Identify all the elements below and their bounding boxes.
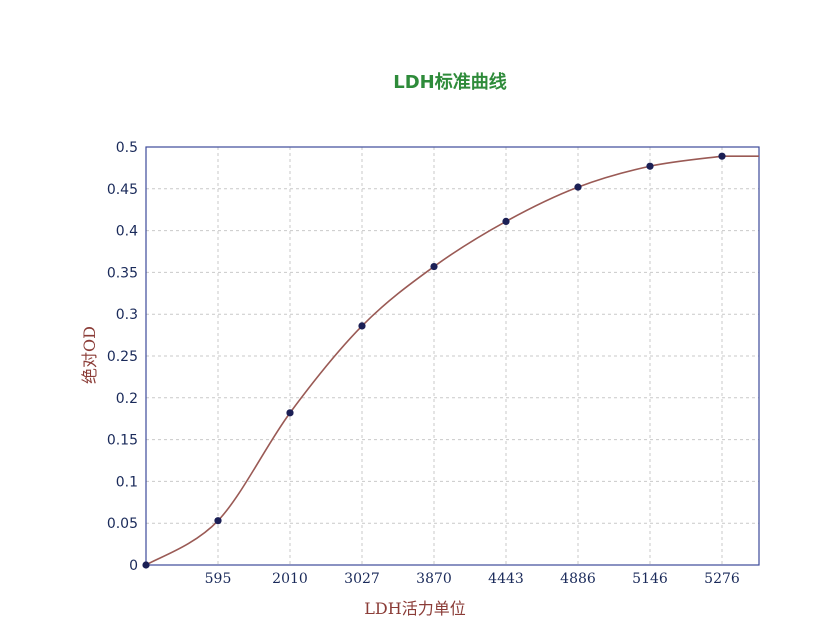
data-points-layer — [142, 152, 726, 569]
y-axis-label: 绝对OD — [80, 326, 99, 384]
y-tick-label: 0.15 — [107, 433, 138, 449]
y-tick-label: 0.45 — [107, 182, 138, 198]
grid-layer — [146, 147, 759, 565]
data-point — [430, 262, 438, 271]
y-tick-labels: 0 0.05 0.1 0.15 0.2 0.25 0.3 0.35 0.4 0.45 0.5 — [107, 140, 138, 574]
y-tick-label: 0.2 — [116, 391, 138, 407]
y-tick-label: 0.25 — [107, 349, 138, 365]
x-tick-labels: 595 2010 3027 3870 4443 4886 5146 5276 — [205, 571, 740, 587]
y-tick-label: 0.1 — [116, 474, 138, 490]
y-tick-label: 0.5 — [116, 140, 138, 156]
x-tick-label: 4443 — [488, 571, 524, 587]
data-point — [142, 561, 150, 569]
y-tick-label: 0.3 — [116, 307, 138, 323]
x-tick-label: 2010 — [272, 571, 308, 587]
y-tick-label: 0 — [129, 558, 138, 574]
y-tick-label: 0.4 — [116, 224, 138, 240]
data-point — [574, 183, 582, 191]
plot-frame — [145, 146, 760, 566]
x-tick-label: 5276 — [704, 571, 740, 587]
x-tick-label: 5146 — [632, 571, 668, 587]
data-point — [502, 217, 510, 226]
x-tick-label: 4886 — [560, 571, 596, 587]
x-tick-label: 3870 — [416, 571, 452, 587]
data-point — [718, 152, 726, 160]
data-point — [358, 322, 366, 330]
series-curve — [145, 155, 759, 566]
data-point — [646, 162, 654, 170]
data-point — [214, 517, 222, 525]
y-tick-label: 0.35 — [107, 265, 138, 281]
x-tick-label: 595 — [205, 571, 232, 587]
data-point — [286, 409, 294, 417]
chart-title: LDH标准曲线 — [393, 71, 506, 93]
x-tick-label: 3027 — [344, 571, 380, 587]
x-axis-label: LDH活力单位 — [364, 599, 465, 618]
y-tick-label: 0.05 — [107, 516, 138, 532]
